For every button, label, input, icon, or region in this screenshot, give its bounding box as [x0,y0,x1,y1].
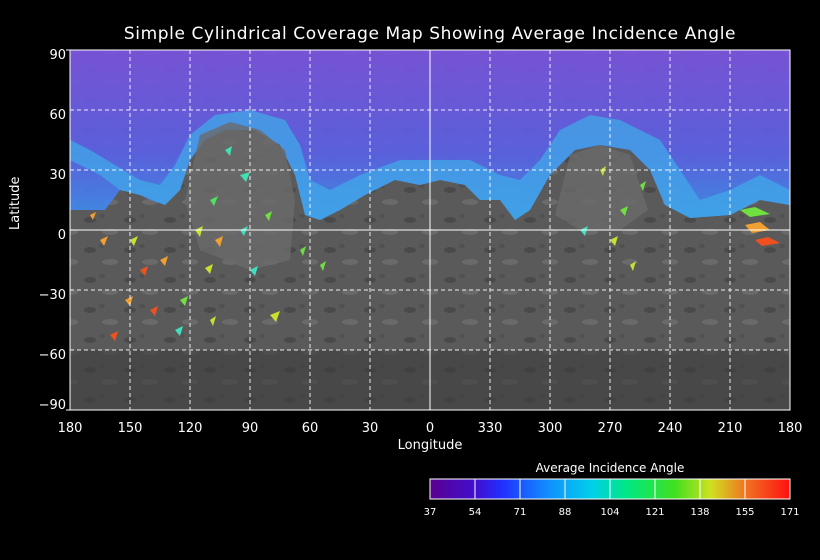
colorbar-tick: 71 [514,507,527,518]
map-plot-area [69,49,791,411]
lon-tick: 180 [58,421,83,436]
lon-tick: 0 [426,421,434,436]
colorbar-tick: 88 [559,507,572,518]
longitude-axis-label: Longitude [397,438,463,453]
latitude-ticks: 90 60 30 0 −30 −60 −90 [39,48,70,413]
lat-tick: −90 [39,398,66,413]
lat-tick: 90 [49,48,66,63]
lat-tick: 60 [49,108,66,123]
colorbar-tick: 37 [424,507,437,518]
colorbar-tick: 104 [600,507,619,518]
lon-tick: 120 [178,421,203,436]
colorbar-tick: 54 [469,507,482,518]
lon-tick: 30 [362,421,379,436]
map-frame [69,49,791,411]
colorbar: 37 54 71 88 104 121 138 155 171 [424,478,800,518]
latitude-axis-label: Latitude [8,176,23,230]
lon-tick: 150 [118,421,143,436]
lon-tick: 300 [538,421,563,436]
lat-tick: 0 [58,228,66,243]
colorbar-title: Average Incidence Angle [535,461,685,475]
map-title: Simple Cylindrical Coverage Map Showing … [123,24,737,44]
lon-tick: 240 [658,421,683,436]
longitude-ticks: 180 150 120 90 60 30 0 330 300 270 240 2… [58,421,803,436]
graticule [70,50,790,410]
lon-tick: 270 [598,421,623,436]
lon-tick: 60 [302,421,319,436]
equator-and-prime-meridian [70,50,790,410]
lon-tick: 90 [242,421,259,436]
colorbar-tick: 155 [735,507,754,518]
lon-tick: 330 [478,421,503,436]
lat-tick: −30 [39,288,66,303]
lat-tick: 30 [49,168,66,183]
lon-tick: 210 [718,421,743,436]
lat-tick: −60 [39,348,66,363]
colorbar-tick: 121 [645,507,664,518]
colorbar-tick: 138 [690,507,709,518]
lon-tick: 180 [778,421,803,436]
colorbar-tick: 171 [780,507,799,518]
